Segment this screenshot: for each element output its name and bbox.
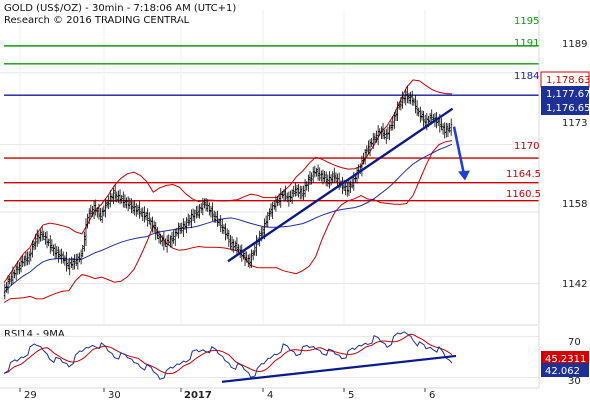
level-label-1160-5: 1160.5 (506, 189, 541, 200)
y-axis-price: 1189 1173 1158 1142 (538, 10, 587, 324)
moving-average-line (3, 143, 453, 293)
price-axis-tick-1189: 1189 (562, 39, 587, 50)
rsi-lines (3, 331, 453, 380)
trendline-and-forecast (227, 107, 470, 263)
x-axis-tick-2017: 2017 (184, 390, 212, 400)
price-badges: 1,178.63 1,177.67 1,176.65 (540, 71, 590, 115)
level-label-1195: 1195 (514, 16, 539, 27)
rsi-path (3, 331, 453, 380)
bollinger-bands (3, 79, 453, 303)
x-axis: 29 30 2017 4 5 6 (0, 387, 539, 400)
rsi-axis-tick-70: 70 (568, 337, 581, 348)
rsi-badge-45-2311: 45.2311 (545, 354, 586, 365)
chart-copyright: Research © 2016 TRADING CENTRAL (4, 15, 190, 26)
x-axis-tick-30: 30 (108, 390, 121, 400)
level-label-1184: 1184 (514, 71, 539, 82)
forecast-arrow-shaft (452, 126, 466, 175)
rsi-axis-tick-30: 30 (568, 376, 581, 387)
level-labels: 1195 1191 1184 1170 1164.5 1160.5 (506, 16, 541, 200)
candlesticks (3, 85, 453, 300)
rsi-badge-42-062: 42.062 (545, 366, 580, 377)
price-badge-1176-65-box (541, 100, 589, 115)
rsi-gridlines (0, 326, 540, 388)
price-axis-tick-1142: 1142 (562, 279, 587, 290)
level-lines (4, 45, 539, 202)
price-badge-1177-67: 1,177.67 (546, 89, 590, 100)
chart-title: GOLD (US$/OZ) - 30min - 7:18:06 AM (UTC+… (4, 3, 236, 14)
moving-average-path (3, 143, 453, 293)
rsi-ma-path (3, 333, 453, 375)
main-panel-gridlines (0, 10, 539, 324)
level-label-1191: 1191 (514, 38, 539, 49)
price-badge-1177-67-box (541, 86, 589, 101)
price-badge-1176-65: 1,176.65 (546, 103, 590, 114)
bollinger-upper (3, 79, 453, 283)
x-axis-tick-6: 6 (429, 390, 435, 400)
rsi-title: RSI14 - 9MA (4, 329, 65, 340)
x-axis-tick-4: 4 (267, 390, 273, 400)
rsi-trendline (221, 354, 457, 383)
rsi-rising-trendline (221, 354, 457, 383)
price-axis-tick-1158: 1158 (562, 199, 587, 210)
x-axis-tick-29: 29 (24, 390, 37, 400)
rsi-badge-42-062-box (541, 363, 589, 377)
level-label-1164-5: 1164.5 (506, 169, 541, 180)
rising-trendline (227, 107, 454, 263)
price-badge-1178-63: 1,178.63 (546, 75, 590, 86)
rsi-axis: 70 30 45.2311 42.062 (541, 337, 589, 387)
x-axis-tick-5: 5 (348, 390, 354, 400)
level-label-1170: 1170 (514, 141, 539, 152)
bollinger-lower (3, 140, 453, 303)
forecast-arrow-head (458, 170, 470, 181)
rsi-badge-45-2311-box (541, 351, 589, 365)
price-axis-tick-1173: 1173 (562, 118, 587, 129)
